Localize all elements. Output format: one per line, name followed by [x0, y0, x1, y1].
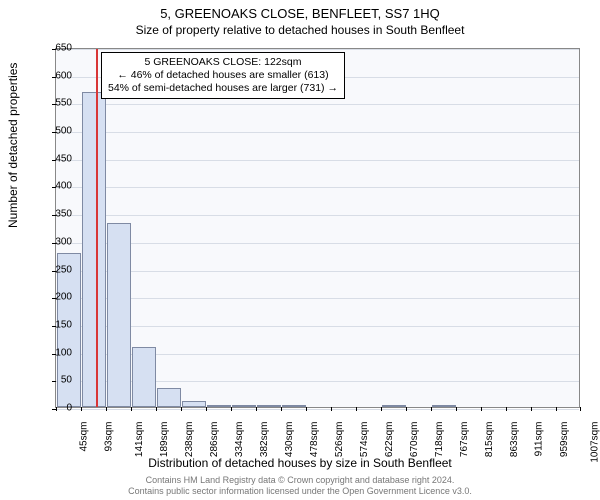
gridline — [56, 160, 579, 161]
xtick-mark — [431, 407, 432, 411]
xtick-mark — [281, 407, 282, 411]
bar — [232, 405, 256, 407]
xtick-mark — [556, 407, 557, 411]
xtick-label: 286sqm — [209, 422, 220, 458]
xtick-label: 815sqm — [484, 422, 495, 458]
xtick-mark — [231, 407, 232, 411]
bar — [282, 405, 306, 407]
ytick-label: 100 — [42, 347, 72, 358]
x-axis-label: Distribution of detached houses by size … — [0, 456, 600, 470]
annotation-line: 54% of semi-detached houses are larger (… — [108, 82, 338, 95]
xtick-label: 1007sqm — [590, 422, 600, 463]
chart-container: 5, GREENOAKS CLOSE, BENFLEET, SS7 1HQ Si… — [0, 0, 600, 500]
xtick-label: 382sqm — [259, 422, 270, 458]
bar — [157, 388, 181, 407]
gridline — [56, 326, 579, 327]
ytick-label: 550 — [42, 98, 72, 109]
plot-region: 5 GREENOAKS CLOSE: 122sqm← 46% of detach… — [55, 48, 580, 408]
xtick-label: 670sqm — [409, 422, 420, 458]
gridline — [56, 271, 579, 272]
gridline — [56, 409, 579, 410]
bar — [182, 401, 206, 407]
ytick-label: 50 — [42, 375, 72, 386]
annotation-box: 5 GREENOAKS CLOSE: 122sqm← 46% of detach… — [101, 52, 345, 99]
xtick-mark — [356, 407, 357, 411]
xtick-label: 863sqm — [509, 422, 520, 458]
xtick-label: 430sqm — [284, 422, 295, 458]
gridline — [56, 243, 579, 244]
xtick-label: 911sqm — [533, 422, 544, 457]
ytick-label: 300 — [42, 236, 72, 247]
xtick-mark — [81, 407, 82, 411]
xtick-label: 959sqm — [559, 422, 570, 458]
plot-area: 5 GREENOAKS CLOSE: 122sqm← 46% of detach… — [55, 48, 580, 408]
annotation-line: ← 46% of detached houses are smaller (61… — [108, 69, 338, 82]
ytick-label: 150 — [42, 319, 72, 330]
ytick-label: 450 — [42, 153, 72, 164]
ytick-label: 400 — [42, 181, 72, 192]
xtick-mark — [331, 407, 332, 411]
bar — [257, 405, 281, 407]
marker-line — [96, 49, 98, 407]
gridline — [56, 49, 579, 50]
xtick-mark — [106, 407, 107, 411]
ytick-label: 250 — [42, 264, 72, 275]
xtick-mark — [156, 407, 157, 411]
xtick-mark — [531, 407, 532, 411]
ytick-label: 500 — [42, 126, 72, 137]
chart-title: 5, GREENOAKS CLOSE, BENFLEET, SS7 1HQ — [0, 0, 600, 21]
xtick-mark — [456, 407, 457, 411]
xtick-mark — [580, 407, 581, 411]
xtick-label: 767sqm — [459, 422, 470, 458]
ytick-label: 650 — [42, 43, 72, 54]
ytick-label: 0 — [42, 403, 72, 414]
footer-line: Contains public sector information licen… — [0, 486, 600, 497]
gridline — [56, 187, 579, 188]
footer-attribution: Contains HM Land Registry data © Crown c… — [0, 475, 600, 497]
gridline — [56, 132, 579, 133]
bar — [382, 405, 406, 407]
chart-subtitle: Size of property relative to detached ho… — [0, 21, 600, 41]
y-axis-label: Number of detached properties — [6, 63, 20, 228]
xtick-label: 478sqm — [309, 422, 320, 458]
xtick-label: 718sqm — [434, 422, 445, 458]
bar — [432, 405, 456, 407]
xtick-label: 622sqm — [384, 422, 395, 458]
xtick-mark — [481, 407, 482, 411]
bar — [207, 405, 231, 407]
xtick-mark — [131, 407, 132, 411]
footer-line: Contains HM Land Registry data © Crown c… — [0, 475, 600, 486]
xtick-mark — [206, 407, 207, 411]
xtick-label: 574sqm — [359, 422, 370, 458]
ytick-label: 200 — [42, 292, 72, 303]
xtick-label: 526sqm — [334, 422, 345, 458]
xtick-label: 189sqm — [159, 422, 170, 458]
bar — [107, 223, 131, 407]
gridline — [56, 104, 579, 105]
gridline — [56, 215, 579, 216]
xtick-mark — [406, 407, 407, 411]
xtick-label: 141sqm — [134, 422, 145, 458]
xtick-mark — [381, 407, 382, 411]
xtick-label: 93sqm — [104, 422, 115, 452]
xtick-mark — [256, 407, 257, 411]
xtick-mark — [306, 407, 307, 411]
annotation-line: 5 GREENOAKS CLOSE: 122sqm — [108, 56, 338, 69]
ytick-label: 600 — [42, 70, 72, 81]
xtick-mark — [181, 407, 182, 411]
ytick-label: 350 — [42, 209, 72, 220]
xtick-label: 238sqm — [184, 422, 195, 458]
xtick-label: 334sqm — [234, 422, 245, 458]
gridline — [56, 298, 579, 299]
bar — [82, 92, 106, 407]
xtick-label: 45sqm — [79, 422, 90, 452]
xtick-mark — [506, 407, 507, 411]
bar — [132, 347, 156, 407]
